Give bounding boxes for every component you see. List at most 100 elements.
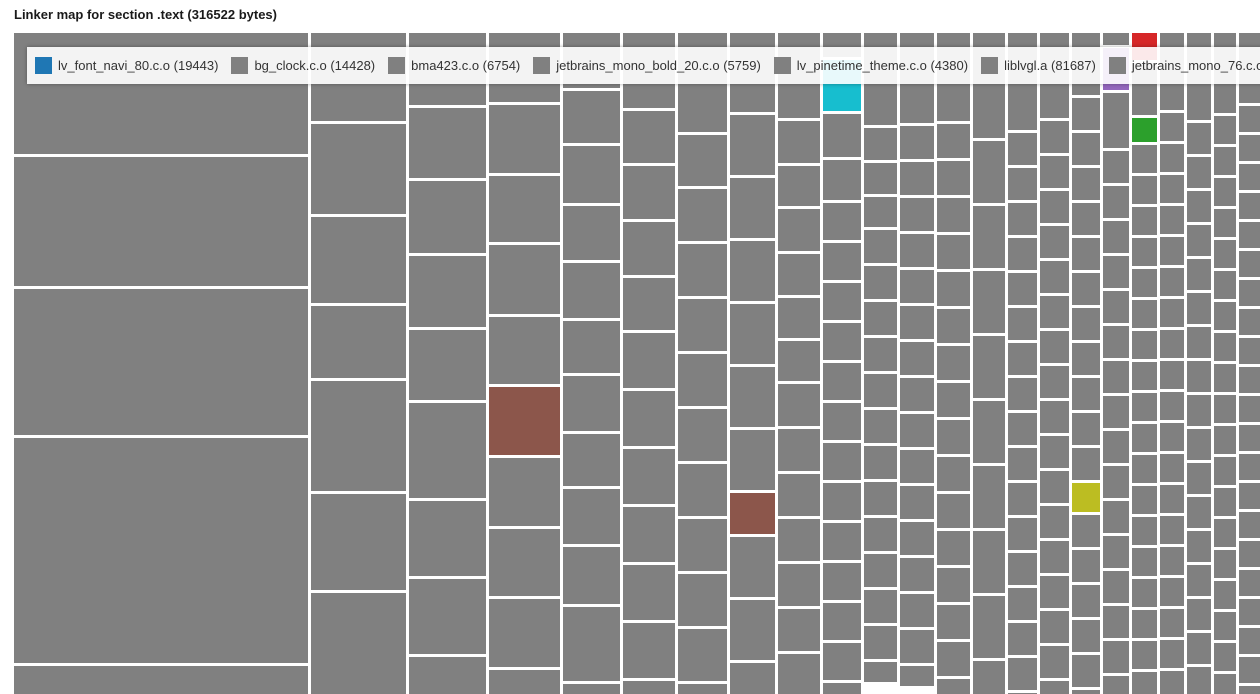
treemap-cell[interactable] xyxy=(864,197,897,227)
treemap-cell[interactable] xyxy=(409,256,486,327)
treemap-cell[interactable] xyxy=(1214,488,1236,516)
treemap-cell[interactable] xyxy=(823,643,861,680)
treemap-cell[interactable] xyxy=(1160,454,1184,482)
treemap-cell[interactable] xyxy=(678,464,727,516)
treemap-cell[interactable] xyxy=(1160,144,1184,172)
treemap-cell[interactable] xyxy=(937,568,970,602)
treemap-cell[interactable] xyxy=(1072,203,1100,235)
treemap-cell[interactable] xyxy=(623,333,675,388)
treemap-cell[interactable] xyxy=(1239,367,1260,393)
treemap-cell[interactable] xyxy=(1187,327,1211,358)
treemap-cell[interactable] xyxy=(900,450,934,483)
treemap-cell[interactable] xyxy=(489,599,560,667)
treemap-cell[interactable] xyxy=(1187,429,1211,460)
treemap-cell[interactable] xyxy=(973,401,1005,463)
treemap-cell[interactable] xyxy=(1187,361,1211,392)
treemap-cell[interactable] xyxy=(678,409,727,461)
treemap-cell[interactable] xyxy=(1072,133,1100,165)
treemap-cell[interactable] xyxy=(1103,641,1129,673)
treemap-cell[interactable] xyxy=(623,222,675,275)
treemap-cell[interactable] xyxy=(900,522,934,555)
treemap-cell[interactable] xyxy=(1008,238,1037,270)
treemap-cell[interactable] xyxy=(1008,623,1037,655)
treemap-cell[interactable] xyxy=(489,245,560,314)
treemap-cell[interactable] xyxy=(1008,483,1037,515)
treemap-cell[interactable] xyxy=(730,115,775,175)
treemap-cell[interactable] xyxy=(973,661,1005,694)
treemap-cell[interactable] xyxy=(1132,424,1157,452)
treemap-cell[interactable] xyxy=(563,321,620,373)
treemap-cell[interactable] xyxy=(1072,448,1100,480)
treemap-cell[interactable] xyxy=(778,341,820,381)
treemap-cell[interactable] xyxy=(1187,225,1211,256)
treemap-cell[interactable] xyxy=(1160,640,1184,668)
treemap-cell[interactable] xyxy=(900,162,934,195)
treemap-cell[interactable] xyxy=(1008,343,1037,375)
treemap-cell[interactable] xyxy=(1008,203,1037,235)
treemap-cell[interactable] xyxy=(1072,308,1100,340)
treemap-cell[interactable] xyxy=(900,234,934,267)
treemap-cell[interactable] xyxy=(1160,361,1184,389)
treemap-cell[interactable] xyxy=(823,603,861,640)
treemap-cell[interactable] xyxy=(563,489,620,544)
treemap-cell[interactable] xyxy=(489,529,560,596)
treemap-cell[interactable] xyxy=(1103,186,1129,218)
treemap-cell[interactable] xyxy=(1072,690,1100,694)
treemap-cell[interactable] xyxy=(1239,541,1260,567)
treemap-cell[interactable] xyxy=(1239,512,1260,538)
treemap-cell[interactable] xyxy=(1103,536,1129,568)
treemap-cell[interactable] xyxy=(937,420,970,454)
treemap-cell[interactable] xyxy=(730,663,775,694)
treemap-cell[interactable] xyxy=(1239,280,1260,306)
treemap-cell[interactable] xyxy=(1214,178,1236,206)
treemap-cell[interactable] xyxy=(778,298,820,338)
treemap-cell[interactable] xyxy=(1214,426,1236,454)
treemap-cell[interactable] xyxy=(1040,261,1069,293)
treemap-cell[interactable] xyxy=(311,593,406,694)
treemap-cell[interactable] xyxy=(1239,251,1260,277)
treemap-cell[interactable] xyxy=(1214,116,1236,144)
treemap-cell[interactable] xyxy=(778,121,820,163)
treemap-cell[interactable] xyxy=(1072,273,1100,305)
treemap-cell[interactable] xyxy=(1214,333,1236,361)
treemap-cell[interactable] xyxy=(1160,609,1184,637)
treemap-cell[interactable] xyxy=(623,681,675,694)
treemap-cell[interactable] xyxy=(823,323,861,360)
treemap-cell[interactable] xyxy=(1132,455,1157,483)
treemap-cell[interactable] xyxy=(864,266,897,299)
treemap-cell[interactable] xyxy=(864,128,897,160)
treemap-cell[interactable] xyxy=(311,306,406,378)
treemap-cell[interactable] xyxy=(1103,571,1129,603)
treemap-cell[interactable] xyxy=(1103,396,1129,428)
treemap-cell[interactable] xyxy=(1132,641,1157,669)
treemap-cell[interactable] xyxy=(409,181,486,253)
treemap-cell[interactable] xyxy=(1040,576,1069,608)
treemap-cell[interactable] xyxy=(864,302,897,335)
treemap-cell[interactable] xyxy=(1103,466,1129,498)
treemap-cell[interactable] xyxy=(1187,293,1211,324)
treemap-cell[interactable] xyxy=(1072,483,1100,512)
treemap-cell[interactable] xyxy=(14,157,308,286)
treemap-cell[interactable] xyxy=(1160,237,1184,265)
treemap-cell[interactable] xyxy=(1040,191,1069,223)
treemap-cell[interactable] xyxy=(1239,483,1260,509)
treemap-cell[interactable] xyxy=(864,374,897,407)
treemap-cell[interactable] xyxy=(937,642,970,676)
treemap-cell[interactable] xyxy=(730,493,775,534)
treemap-cell[interactable] xyxy=(973,141,1005,203)
treemap-cell[interactable] xyxy=(1040,506,1069,538)
treemap-cell[interactable] xyxy=(937,124,970,158)
treemap-cell[interactable] xyxy=(1187,565,1211,596)
treemap-cell[interactable] xyxy=(1008,378,1037,410)
treemap-cell[interactable] xyxy=(1187,633,1211,664)
treemap-cell[interactable] xyxy=(1008,273,1037,305)
treemap-cell[interactable] xyxy=(730,241,775,301)
treemap-cell[interactable] xyxy=(900,198,934,231)
treemap-cell[interactable] xyxy=(1072,98,1100,130)
treemap-cell[interactable] xyxy=(1008,308,1037,340)
treemap-cell[interactable] xyxy=(1072,655,1100,687)
treemap-cell[interactable] xyxy=(900,630,934,663)
treemap-cell[interactable] xyxy=(1072,168,1100,200)
treemap-cell[interactable] xyxy=(1008,133,1037,165)
treemap-cell[interactable] xyxy=(1103,291,1129,323)
